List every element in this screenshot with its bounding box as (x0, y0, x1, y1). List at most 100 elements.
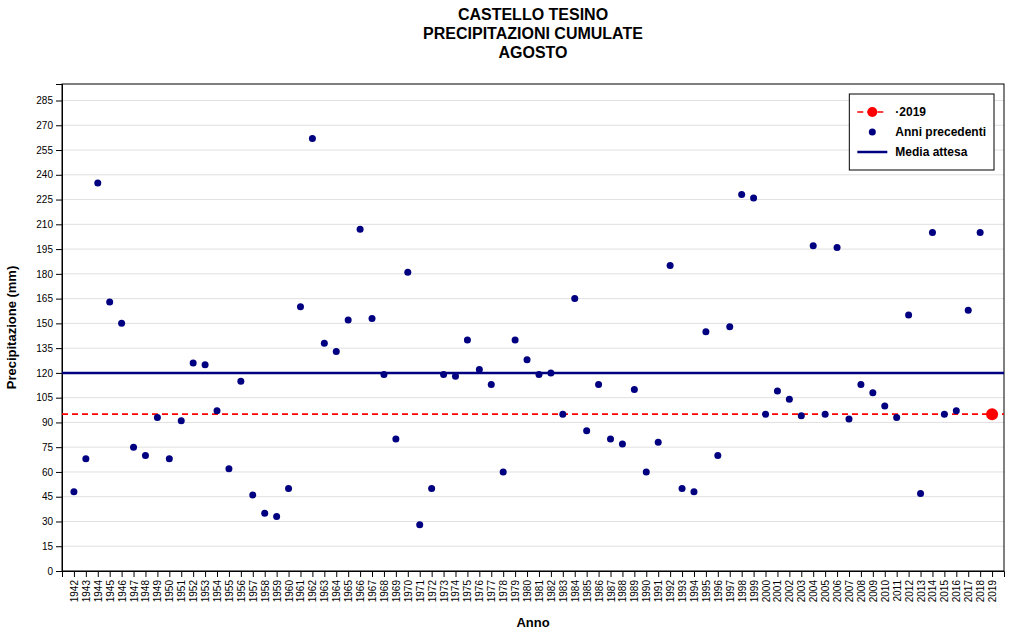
x-tick: 1948 (140, 571, 151, 602)
point (535, 371, 542, 378)
y-tick-label: 60 (42, 467, 54, 478)
point (261, 510, 268, 517)
grid-line (62, 224, 1004, 225)
point (440, 371, 447, 378)
x-tick-mark (360, 571, 361, 577)
y-tick-mark (56, 200, 62, 201)
x-tick-mark (181, 571, 182, 577)
y-axis-title: Precipitazione (mm) (4, 266, 19, 390)
point (679, 485, 686, 492)
y-tick-mark (56, 348, 62, 349)
x-tick-mark (861, 571, 862, 577)
x-tick-label: 1987 (606, 580, 617, 603)
x-tick-label: 1974 (450, 580, 461, 603)
x-tick-label: 2005 (820, 580, 831, 603)
point (345, 317, 352, 324)
point (142, 452, 149, 459)
point (738, 191, 745, 198)
x-tick-mark (324, 571, 325, 577)
x-tick-mark (837, 571, 838, 577)
point (905, 312, 912, 319)
x-tick-label: 1980 (522, 580, 533, 603)
point (834, 244, 841, 251)
y-tick-label: 15 (42, 541, 54, 552)
x-tick-mark (265, 571, 266, 577)
y-tick-label: 30 (42, 516, 54, 527)
x-tick-mark (277, 571, 278, 577)
point (416, 521, 423, 528)
x-tick-label: 1988 (617, 580, 628, 603)
x-tick-mark (432, 571, 433, 577)
x-tick: 1978 (498, 571, 509, 602)
x-tick-label: 1984 (570, 580, 581, 603)
x-tick: 1995 (701, 571, 712, 602)
point (321, 340, 328, 347)
x-tick-label: 1969 (391, 580, 402, 603)
y-tick-mark (56, 422, 62, 423)
x-tick-mark (289, 571, 290, 577)
x-tick-label: 1995 (701, 580, 712, 603)
y-tick-mark (56, 224, 62, 225)
point (798, 412, 805, 419)
x-tick-mark (300, 571, 301, 577)
x-tick-mark (622, 571, 623, 577)
x-tick: 1972 (427, 571, 438, 602)
x-tick-label: 1992 (665, 580, 676, 603)
x-tick-label: 1973 (439, 580, 450, 603)
point (667, 262, 674, 269)
legend-swatch-line (857, 151, 887, 154)
x-tick: 2011 (892, 571, 903, 602)
marks (62, 135, 1004, 528)
x-tick-mark (491, 571, 492, 577)
y-tick: 75 (42, 442, 62, 453)
x-tick: 1984 (570, 571, 581, 602)
x-tick: 1981 (534, 571, 545, 602)
x-tick-mark (718, 571, 719, 577)
x-tick-mark (98, 571, 99, 577)
y-tick-mark (56, 125, 62, 126)
grid-line (62, 447, 1004, 448)
point (571, 295, 578, 302)
x-tick-mark (122, 571, 123, 577)
y-tick: 150 (36, 318, 62, 329)
x-tick-label: 1977 (486, 580, 497, 603)
y-tick-mark (56, 274, 62, 275)
x-tick: 1977 (486, 571, 497, 602)
y-tick-label: 75 (42, 442, 54, 453)
x-tick-label: 1983 (558, 580, 569, 603)
x-tick: 1969 (391, 571, 402, 602)
x-tick-label: 1976 (474, 580, 485, 603)
y-tick-mark (56, 249, 62, 250)
grid-line (62, 546, 1004, 547)
point (750, 194, 757, 201)
point (369, 315, 376, 322)
grid-line (62, 397, 1004, 398)
y-tick-label: 105 (36, 392, 53, 403)
x-tick-label: 1970 (403, 580, 414, 603)
x-tick: 1973 (439, 571, 450, 602)
point (619, 440, 626, 447)
y-tick: 285 (36, 95, 62, 106)
point (595, 381, 602, 388)
x-tick: 1976 (474, 571, 485, 602)
x-tick: 1990 (641, 571, 652, 602)
point (512, 336, 519, 343)
x-tick-mark (336, 571, 337, 577)
y-tick-label: 255 (36, 145, 53, 156)
x-tick: 2019 (987, 571, 998, 602)
y-tick-mark (56, 101, 62, 102)
x-tick-mark (777, 571, 778, 577)
x-tick: 2013 (916, 571, 927, 602)
x-tick: 1961 (295, 571, 306, 602)
legend-item: Anni precedenti (869, 125, 986, 139)
x-tick-mark (789, 571, 790, 577)
x-tick-label: 1948 (140, 580, 151, 603)
x-tick-label: 1972 (427, 580, 438, 603)
point (583, 427, 590, 434)
y-tick-label: 135 (36, 343, 53, 354)
x-tick-mark (587, 571, 588, 577)
x-tick-label: 2014 (927, 580, 938, 603)
x-tick-label: 1999 (749, 580, 760, 603)
x-tick: 1963 (319, 571, 330, 602)
point (166, 455, 173, 462)
